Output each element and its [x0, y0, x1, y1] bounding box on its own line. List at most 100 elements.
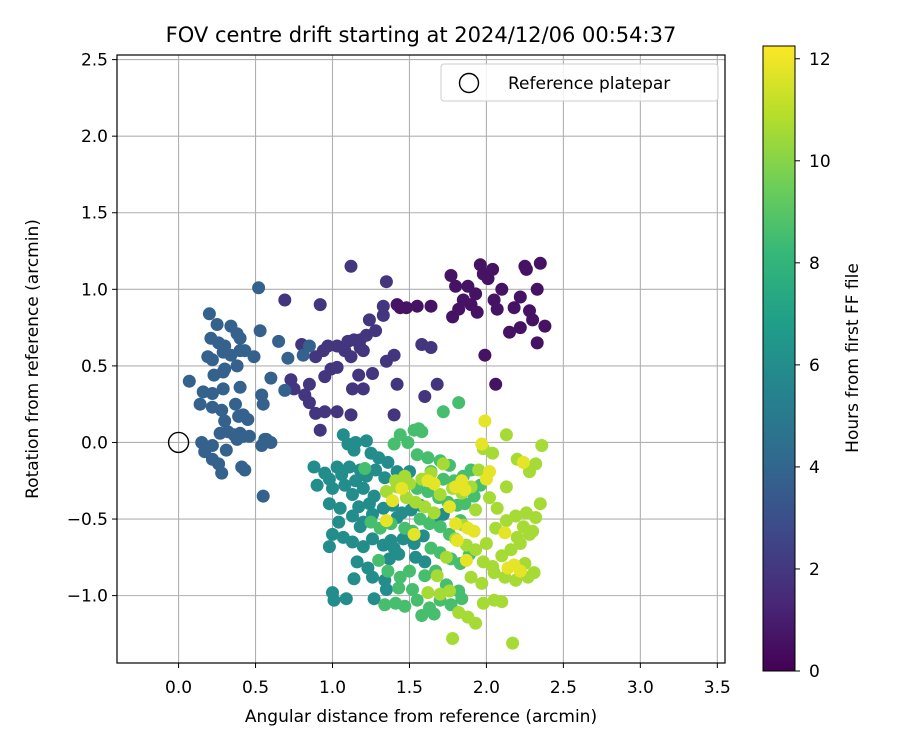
data-point [486, 446, 500, 460]
data-point [219, 443, 233, 457]
data-point [410, 593, 424, 607]
data-point [469, 287, 483, 301]
y-tick-label: 2.0 [81, 127, 108, 147]
data-point [399, 301, 413, 315]
data-point [390, 377, 404, 391]
data-point [415, 609, 429, 622]
data-point [527, 566, 541, 580]
data-point [418, 555, 432, 569]
x-tick-label: 0.0 [165, 678, 192, 698]
y-tick-label: 0.5 [81, 357, 108, 377]
data-point [467, 524, 481, 538]
y-tick-label: 2.5 [81, 51, 108, 71]
data-point [381, 455, 395, 469]
data-point [439, 550, 453, 564]
data-point [202, 307, 216, 321]
data-point [513, 290, 527, 304]
data-point [210, 318, 224, 331]
data-point [436, 457, 450, 471]
data-point [449, 279, 463, 293]
data-point [378, 471, 392, 485]
data-point [495, 595, 509, 609]
data-point [452, 396, 466, 410]
reference-marker-layer [167, 431, 190, 454]
data-points [182, 256, 552, 650]
data-point [379, 583, 393, 596]
data-point [415, 425, 429, 439]
data-point [318, 405, 332, 419]
legend: Reference platepar [440, 63, 719, 102]
colorbar-tick-label: 2 [809, 560, 820, 580]
data-point [335, 468, 349, 482]
data-point [407, 527, 421, 541]
data-point [498, 526, 512, 540]
data-point [322, 540, 336, 554]
data-point [490, 302, 504, 316]
data-point [330, 339, 344, 353]
data-point [529, 457, 543, 471]
data-point [535, 439, 549, 452]
y-axis-label: Rotation from reference (arcmin) [23, 219, 43, 499]
legend-label: Reference platepar [508, 74, 670, 94]
data-point [313, 298, 327, 312]
data-point [369, 324, 383, 338]
data-point [353, 520, 367, 534]
data-point [230, 432, 244, 446]
data-point [519, 262, 533, 276]
data-point [499, 480, 513, 494]
data-point [330, 360, 344, 374]
y-tick-label: 0.0 [81, 433, 108, 453]
data-point [458, 497, 472, 511]
data-point [366, 367, 379, 380]
data-point [302, 396, 316, 410]
data-point [352, 500, 366, 514]
data-point [504, 543, 518, 557]
data-point [469, 616, 483, 630]
data-point [215, 403, 229, 417]
data-point [424, 299, 438, 313]
data-point [476, 596, 490, 610]
data-point [469, 503, 483, 517]
y-tick-label: −1.0 [67, 587, 108, 607]
data-point [509, 509, 523, 523]
data-point [216, 365, 230, 379]
data-point [356, 481, 370, 495]
data-point [367, 592, 381, 606]
data-point [378, 598, 392, 612]
legend-box [440, 63, 719, 102]
data-point [418, 390, 432, 403]
data-point [486, 262, 500, 276]
data-point [499, 428, 513, 442]
data-point [421, 451, 435, 465]
data-point [359, 434, 373, 448]
data-point [506, 636, 520, 650]
data-point [479, 537, 493, 550]
data-point [501, 561, 515, 575]
data-point [272, 334, 286, 348]
data-point [459, 553, 473, 567]
data-point [443, 584, 456, 598]
data-point [278, 383, 292, 397]
data-point [495, 282, 509, 296]
data-point [326, 481, 339, 495]
data-point [510, 530, 524, 544]
data-point [406, 583, 419, 596]
data-point [533, 497, 547, 511]
colorbar: 0 2 4 6 8 10 12 Hours from first FF file [762, 45, 863, 682]
data-point [344, 350, 358, 364]
data-point [229, 397, 242, 411]
data-point [215, 466, 229, 480]
data-point [436, 405, 450, 419]
data-point [469, 543, 483, 557]
data-point [381, 564, 395, 578]
data-point [384, 534, 398, 547]
colorbar-tick-label: 6 [809, 356, 820, 376]
data-point [356, 540, 370, 554]
plot-frame [116, 54, 726, 664]
x-tick-label: 1.5 [396, 678, 423, 698]
data-point [302, 377, 316, 391]
x-tick-label: 0.5 [242, 678, 269, 698]
data-point [475, 437, 489, 451]
